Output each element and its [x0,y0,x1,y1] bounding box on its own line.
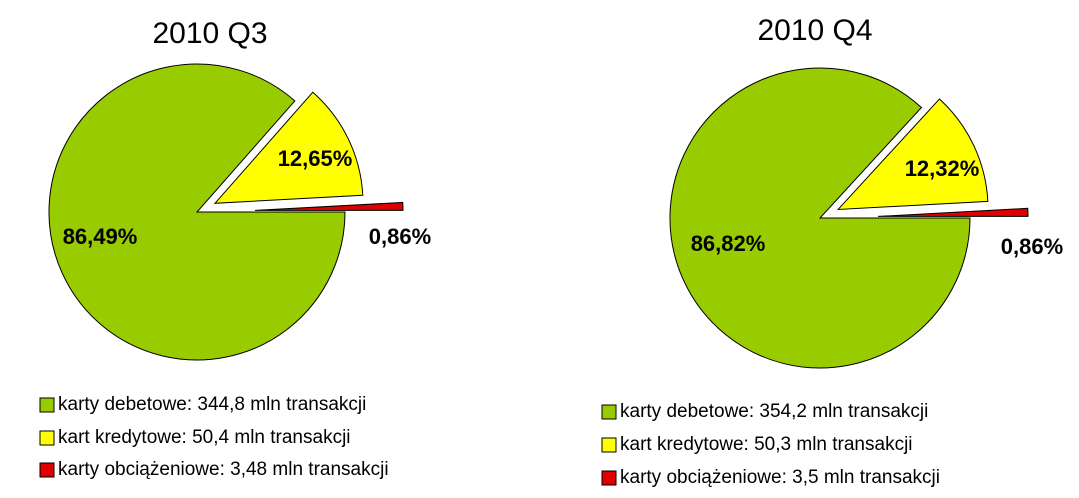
value-label: 0,86% [1001,234,1063,259]
legend-swatch [39,462,55,478]
value-label: 86,82% [691,231,766,256]
pie-slice [669,67,971,369]
legend-swatch [601,404,617,420]
chart-title: 2010 Q4 [757,14,872,47]
pie-slice [213,91,364,204]
pie-slice [48,63,346,361]
pie-slice [877,207,1029,217]
legend-swatch [601,437,617,453]
value-label: 12,65% [278,146,353,171]
legend-swatch [39,430,55,446]
legend-label: kart kredytowe: 50,3 mln transakcji [620,434,913,455]
legend-label: kart kredytowe: 50,4 mln transakcji [58,427,351,448]
pie-slice [836,98,989,211]
value-label: 86,49% [63,224,138,249]
legend-label: karty obciążeniowe: 3,48 mln transakcji [58,459,389,480]
legend-label: karty debetowe: 354,2 mln transakcji [620,401,928,422]
legend-label: karty debetowe: 344,8 mln transakcji [58,394,366,415]
value-label: 12,32% [905,156,980,181]
legend-label: karty obciążeniowe: 3,5 mln transakcji [620,467,940,488]
legend-swatch [601,470,617,486]
pie-slice [254,201,404,211]
value-label: 0,86% [369,224,431,249]
chart-title: 2010 Q3 [152,17,267,50]
legend-swatch [39,397,55,413]
